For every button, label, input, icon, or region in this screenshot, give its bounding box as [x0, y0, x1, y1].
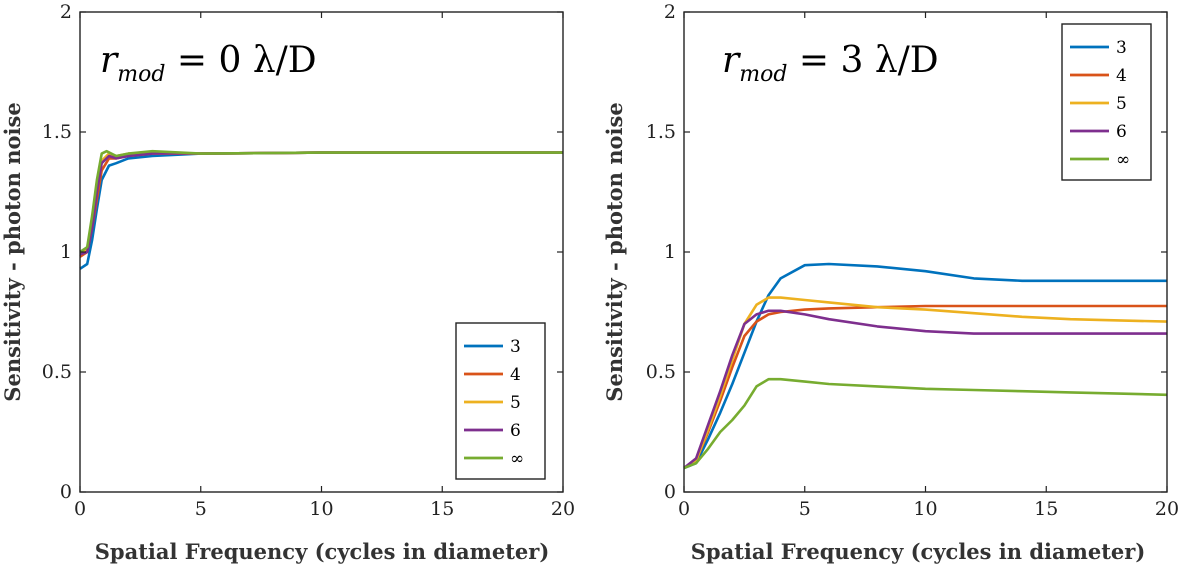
right-x-ticks: 0 5 10 15 20	[678, 12, 1179, 520]
left-y-axis-label: Sensitivity - photon noise	[0, 102, 25, 401]
left-x-tick-label: 20	[551, 498, 575, 520]
left-x-tick-label: 5	[195, 498, 207, 520]
right-series-line-6	[683, 309, 1167, 470]
left-series-line-4	[79, 151, 563, 258]
right-axes-frame	[683, 11, 1168, 493]
left-series-line-inf	[79, 149, 563, 254]
left-y-ticks: 0 0.5 1 1.5 2	[42, 1, 563, 503]
left-annotation-sub: mod	[117, 62, 165, 87]
right-legend-label-3: 3	[1116, 38, 1127, 58]
left-legend-label-5: 5	[510, 393, 521, 413]
left-x-tick-label: 10	[309, 498, 333, 520]
left-annotation-rest: = 0 λ/D	[165, 40, 316, 81]
right-legend-label-6: 6	[1116, 122, 1127, 142]
right-data-lines	[683, 262, 1168, 470]
right-x-tick-label: 5	[799, 498, 811, 520]
left-x-tick-label: 15	[430, 498, 454, 520]
right-x-tick-label: 20	[1155, 498, 1179, 520]
left-legend: 3 4 5 6 ∞	[455, 322, 546, 480]
right-legend-label-inf: ∞	[1116, 150, 1130, 170]
left-series-line-5	[79, 151, 563, 254]
left-x-ticks: 0 5 10 15 20	[74, 12, 575, 520]
left-y-tick-label: 0	[60, 481, 72, 503]
left-legend-label-6: 6	[510, 421, 521, 441]
right-y-axis-label: Sensitivity - photon noise	[602, 102, 627, 401]
left-x-axis-label: Spatial Frequency (cycles in diameter)	[95, 539, 550, 564]
left-annotation: rmod = 0 λ/D	[100, 40, 317, 87]
right-y-tick-label: 0	[664, 481, 676, 503]
left-chart-panel: 0 0.5 1 1.5 2 0 5 10 15 20 rmod = 0 λ/D Spatial …	[0, 1, 575, 564]
left-annotation-main: r	[100, 40, 119, 81]
right-chart-panel: 0 0.5 1 1.5 2 0 5 10 15 20 rmod = 3 λ/D Spatial …	[602, 1, 1179, 564]
left-y-tick-label: 1.5	[42, 121, 72, 143]
left-y-tick-label: 1	[60, 241, 72, 263]
left-y-tick-label: 0.5	[42, 361, 72, 383]
right-annotation: rmod = 3 λ/D	[722, 40, 939, 87]
left-legend-label-4: 4	[510, 365, 521, 385]
right-series-line-3	[683, 262, 1167, 470]
right-annotation-rest: = 3 λ/D	[787, 40, 938, 81]
left-y-tick-label: 2	[60, 1, 72, 23]
right-x-tick-label: 0	[678, 498, 690, 520]
right-legend-label-4: 4	[1116, 66, 1127, 86]
right-series-line-4	[683, 304, 1167, 470]
right-x-tick-label: 15	[1034, 498, 1058, 520]
right-y-tick-label: 2	[664, 1, 676, 23]
left-legend-label-3: 3	[510, 337, 521, 357]
right-legend-label-5: 5	[1116, 94, 1127, 114]
right-y-tick-label: 1	[664, 241, 676, 263]
left-x-tick-label: 0	[74, 498, 86, 520]
right-annotation-sub: mod	[739, 62, 787, 87]
left-axes-frame	[79, 11, 564, 493]
right-x-axis-label: Spatial Frequency (cycles in diameter)	[691, 539, 1146, 564]
right-annotation-main: r	[722, 40, 741, 81]
right-y-ticks: 0 0.5 1 1.5 2	[646, 1, 1167, 503]
right-y-tick-label: 0.5	[646, 361, 676, 383]
right-x-tick-label: 10	[913, 498, 937, 520]
right-legend: 3 4 5 6 ∞	[1061, 23, 1152, 181]
right-y-tick-label: 1.5	[646, 121, 676, 143]
left-series-line-3	[79, 151, 563, 270]
left-data-lines	[79, 149, 563, 270]
left-legend-label-inf: ∞	[510, 449, 524, 469]
left-series-line-6	[79, 151, 563, 256]
right-series-line-inf	[683, 377, 1168, 470]
right-series-line-5	[683, 296, 1168, 470]
